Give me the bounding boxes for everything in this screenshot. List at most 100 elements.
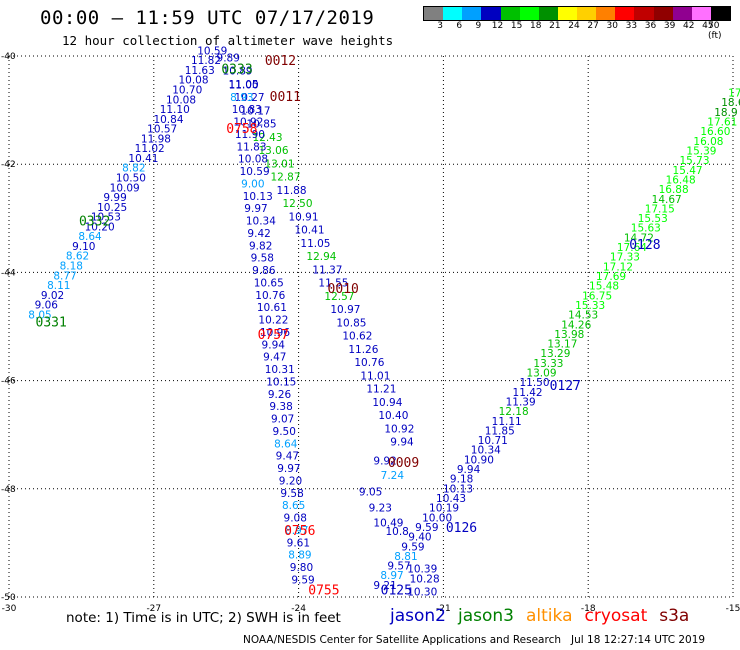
color-swatch bbox=[634, 7, 654, 20]
color-scale-label: 3 bbox=[437, 21, 443, 31]
swh-value: 10.17 bbox=[241, 105, 271, 117]
lon-tick-label: -21 bbox=[436, 604, 451, 614]
swh-value: 15.63 bbox=[631, 223, 661, 235]
satellite-label-jason3: jason3 bbox=[458, 606, 514, 626]
swh-value: 10.34 bbox=[471, 445, 501, 457]
swh-value: 10.30 bbox=[407, 586, 437, 598]
pass-time-label: 0009 bbox=[388, 456, 419, 471]
swh-value: 9.18 bbox=[450, 474, 473, 486]
swh-value: 8.89 bbox=[288, 550, 311, 562]
swh-value: 9.99 bbox=[103, 192, 126, 204]
swh-value: 12.18 bbox=[499, 406, 529, 418]
swh-value: 17.64 bbox=[617, 242, 647, 254]
color-swatch bbox=[615, 7, 635, 20]
swh-value: 9.08 bbox=[284, 513, 307, 525]
swh-value: 9.94 bbox=[262, 339, 286, 351]
swh-value: 10.41 bbox=[128, 153, 158, 165]
swh-value: 13.06 bbox=[258, 145, 288, 157]
swh-value: 13.01 bbox=[264, 158, 294, 170]
swh-value: 9.57 bbox=[387, 561, 410, 573]
swh-value: 12.43 bbox=[252, 132, 282, 144]
swh-value: 8.11 bbox=[47, 280, 70, 292]
swh-value: 10.61 bbox=[257, 302, 287, 314]
color-swatch bbox=[557, 7, 577, 20]
swh-value: 8.81 bbox=[394, 551, 417, 563]
color-swatch bbox=[653, 7, 673, 20]
swh-value: 9.61 bbox=[287, 537, 310, 549]
swh-value: 12.57 bbox=[324, 291, 354, 303]
swh-value: 13.33 bbox=[533, 358, 563, 370]
swh-value: 18.9 bbox=[714, 107, 737, 119]
swh-value: 10.13 bbox=[443, 483, 473, 495]
swh-value: 10.76 bbox=[354, 357, 384, 369]
swh-value: 10.19 bbox=[429, 503, 459, 515]
swh-value: 10.49 bbox=[373, 518, 403, 530]
swh-value: 13.17 bbox=[547, 339, 577, 351]
swh-value: 11.85 bbox=[485, 425, 515, 437]
swh-value: 9.92 bbox=[373, 455, 396, 467]
pass-time-label: 0332 bbox=[79, 214, 110, 229]
swh-value: 16.08 bbox=[693, 136, 723, 148]
swh-value: 9.40 bbox=[408, 532, 431, 544]
swh-value: 15.33 bbox=[575, 300, 605, 312]
color-swatch bbox=[519, 7, 539, 20]
swh-value: 10.22 bbox=[258, 315, 288, 327]
swh-value: 11.00 bbox=[229, 79, 259, 91]
swh-value: 10.40 bbox=[378, 410, 408, 422]
swh-value: 9.97 bbox=[244, 203, 267, 215]
swh-value: 9.07 bbox=[271, 414, 294, 426]
color-scale-label: 27 bbox=[587, 21, 599, 31]
swh-value: 10.84 bbox=[153, 114, 183, 126]
lon-tick-label: -15 bbox=[726, 604, 740, 614]
color-scale-label: 6 bbox=[456, 21, 463, 31]
color-swatch bbox=[691, 7, 711, 20]
pass-time-label: 0126 bbox=[446, 521, 477, 536]
swh-value: 16.88 bbox=[659, 184, 689, 196]
swh-value: 9.94 bbox=[390, 437, 414, 449]
swh-value: 10.00 bbox=[422, 512, 452, 524]
swh-value: 8.62 bbox=[66, 251, 89, 263]
pass-time-label: 0012 bbox=[265, 54, 296, 69]
swh-value: 17 bbox=[728, 88, 740, 100]
swh-value: 13.98 bbox=[554, 329, 584, 341]
map-note: note: 1) Time is in UTC; 2) SWH is in fe… bbox=[66, 610, 341, 626]
color-scale-label: 9 bbox=[475, 21, 482, 31]
swh-value: 9.47 bbox=[263, 352, 286, 364]
color-scale-label: 45 bbox=[702, 21, 714, 31]
map-subtitle: 12 hour collection of altimeter wave hei… bbox=[62, 33, 394, 48]
swh-value: 9.10 bbox=[72, 241, 95, 253]
swh-value: 10.94 bbox=[372, 397, 402, 409]
swh-value: 9.59 bbox=[291, 574, 314, 586]
swh-value: 8.97 bbox=[285, 525, 308, 537]
lat-tick-label: -40 bbox=[1, 52, 16, 62]
swh-value: 10.85 bbox=[336, 317, 366, 329]
swh-value: 17.69 bbox=[596, 271, 626, 283]
pass-time-label: 0758 bbox=[226, 122, 257, 137]
lon-tick-label: -27 bbox=[146, 604, 161, 614]
swh-value: 14.53 bbox=[568, 310, 598, 322]
swh-value: 10.90 bbox=[464, 454, 494, 466]
swh-value: 17.33 bbox=[610, 252, 640, 264]
color-scale-label: 21 bbox=[549, 21, 561, 31]
swh-value: 10.71 bbox=[478, 435, 508, 447]
swh-value: 15.73 bbox=[679, 155, 709, 167]
color-scale-label: 42 bbox=[683, 21, 695, 31]
pass-time-label: 0127 bbox=[550, 379, 581, 394]
color-scale-label: 30 bbox=[606, 21, 618, 31]
color-scale-bar bbox=[423, 6, 731, 21]
swh-value: 10.92 bbox=[233, 117, 263, 129]
color-swatch bbox=[577, 7, 597, 20]
swh-value: 10.08 bbox=[238, 154, 268, 166]
swh-value: 10.28 bbox=[410, 573, 440, 585]
swh-value: 14.72 bbox=[624, 232, 654, 244]
swh-value: 10.15 bbox=[266, 376, 296, 388]
color-scale-label: 39 bbox=[663, 21, 676, 31]
lon-tick-label: -18 bbox=[581, 604, 596, 614]
swh-value: 16.60 bbox=[700, 126, 730, 138]
swh-value: 14.26 bbox=[561, 319, 591, 331]
swh-value: 14.67 bbox=[652, 194, 682, 206]
color-swatch bbox=[672, 7, 692, 20]
swh-value: 9.05 bbox=[359, 486, 382, 498]
swh-value: 17.12 bbox=[603, 261, 633, 273]
swh-value: 11.10 bbox=[160, 104, 190, 116]
